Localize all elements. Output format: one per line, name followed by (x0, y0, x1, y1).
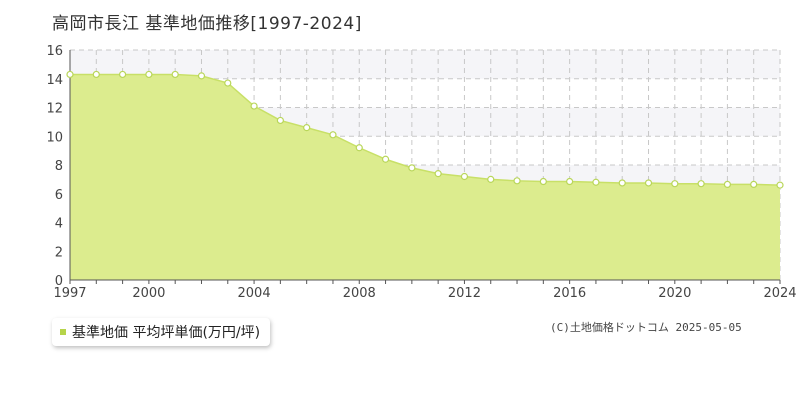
series-area (70, 74, 780, 280)
x-tick-label: 2008 (343, 286, 376, 301)
data-point (145, 70, 153, 79)
data-point (644, 179, 653, 187)
data-point (697, 180, 705, 188)
series-line (70, 73, 781, 186)
y-tick-label: 12 (46, 102, 63, 117)
data-point (92, 70, 100, 79)
data-point (487, 175, 495, 183)
y-tick-label: 6 (55, 188, 63, 203)
data-point (197, 72, 206, 80)
copyright-text: (C)土地価格ドットコム 2025-05-05 (550, 321, 742, 334)
data-point (434, 170, 442, 178)
axes (69, 50, 781, 284)
data-point (592, 178, 600, 186)
data-point (118, 70, 127, 79)
data-point (776, 181, 784, 189)
data-point (66, 70, 74, 79)
grid-band (70, 50, 780, 79)
data-point (750, 180, 758, 189)
x-tick-label: 2024 (763, 286, 796, 301)
y-tick-label: 0 (55, 274, 63, 289)
data-point (566, 177, 574, 186)
tick-labels: 0 2 4 6 8 10 12 14 16 1997 2000 2004 2008 2012 2016 202… (46, 44, 796, 301)
y-tick-label: 16 (46, 44, 63, 59)
data-point (224, 79, 232, 87)
x-tick-label: 2016 (553, 286, 586, 301)
y-tick-label: 10 (46, 130, 63, 145)
data-point (355, 144, 363, 152)
x-tick-label: 1997 (53, 286, 86, 301)
legend-label: 基準地価 平均坪単価(万円/坪) (72, 325, 261, 341)
data-point (303, 124, 311, 132)
x-tick-label: 2020 (658, 286, 691, 301)
data-point (250, 102, 258, 110)
legend: 基準地価 平均坪単価(万円/坪) (52, 318, 271, 346)
data-point (381, 155, 390, 163)
data-markers (66, 70, 784, 189)
data-point (671, 180, 679, 188)
data-point (618, 179, 626, 187)
data-point (460, 172, 469, 181)
legend-swatch (60, 329, 66, 335)
x-tick-label: 2004 (238, 286, 271, 301)
x-tick-label: 2012 (448, 286, 481, 301)
data-point (539, 177, 547, 186)
y-tick-label: 8 (55, 159, 63, 174)
data-point (408, 164, 416, 172)
data-point (513, 177, 521, 185)
y-tick-label: 14 (46, 73, 63, 88)
y-tick-label: 4 (55, 217, 63, 232)
data-point (171, 70, 179, 79)
x-tick-label: 2000 (132, 286, 165, 301)
chart-title: 高岡市長江 基準地価推移[1997-2024] (52, 14, 362, 34)
data-point (276, 116, 284, 125)
data-point (329, 131, 337, 139)
y-tick-label: 2 (55, 245, 63, 260)
data-point (723, 180, 732, 189)
data-area (70, 73, 781, 280)
